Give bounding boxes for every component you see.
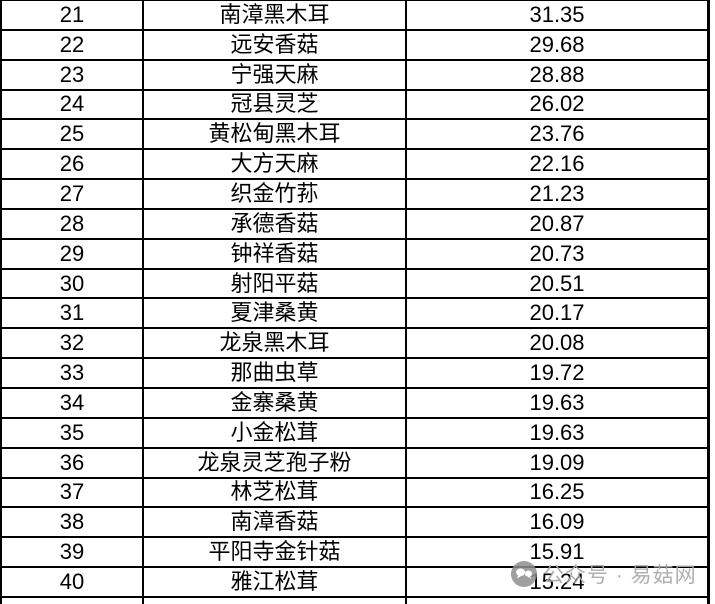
rank-cell: 36 — [2, 448, 144, 477]
table-row: 32 龙泉黑木耳 20.08 — [2, 329, 710, 360]
value-cell: 19.09 — [407, 448, 710, 477]
name-cell: 龙泉灵芝孢子粉 — [144, 448, 407, 477]
value-cell: 15.24 — [407, 568, 710, 596]
rank-cell: 34 — [2, 388, 144, 417]
name-cell: 夏津桑黄 — [144, 299, 407, 328]
ranking-table-body: 21 南漳黑木耳 31.35 22 远安香菇 29.68 23 宁强天麻 28.… — [2, 1, 710, 598]
rank-cell: 31 — [2, 299, 144, 328]
table-row: 38 南漳香菇 16.09 — [2, 508, 710, 539]
rank-cell: 30 — [2, 269, 144, 298]
name-cell: 南漳黑木耳 — [144, 1, 407, 29]
name-cell: 织金竹荪 — [144, 180, 407, 208]
rank-cell: 33 — [2, 359, 144, 387]
table-row: 36 龙泉灵芝孢子粉 19.09 — [2, 448, 710, 479]
partial-row — [2, 597, 710, 604]
rank-cell: 23 — [2, 60, 144, 89]
value-cell: 16.09 — [407, 508, 710, 537]
name-cell: 射阳平菇 — [144, 269, 407, 298]
value-cell: 15.91 — [407, 538, 710, 567]
table-row: 22 远安香菇 29.68 — [2, 30, 710, 61]
rank-cell: 37 — [2, 478, 144, 507]
table-row: 33 那曲虫草 19.72 — [2, 359, 710, 389]
partial-rank-cell — [2, 597, 144, 604]
partial-name-cell — [144, 597, 407, 604]
table-row: 34 金寨桑黄 19.63 — [2, 388, 710, 419]
table-row: 23 宁强天麻 28.88 — [2, 60, 710, 91]
rank-cell: 39 — [2, 538, 144, 567]
table-row: 25 黄松甸黑木耳 23.76 — [2, 120, 710, 151]
rank-cell: 38 — [2, 508, 144, 537]
name-cell: 承德香菇 — [144, 209, 407, 238]
value-cell: 22.16 — [407, 150, 710, 179]
rank-cell: 27 — [2, 180, 144, 208]
rank-cell: 21 — [2, 1, 144, 29]
table-row: 31 夏津桑黄 20.17 — [2, 299, 710, 330]
table-row: 21 南漳黑木耳 31.35 — [2, 1, 710, 31]
name-cell: 冠县灵芝 — [144, 90, 407, 119]
table-row: 30 射阳平菇 20.51 — [2, 269, 710, 300]
table-row: 28 承德香菇 20.87 — [2, 209, 710, 240]
value-cell: 19.63 — [407, 418, 710, 447]
name-cell: 金寨桑黄 — [144, 388, 407, 417]
rank-cell: 35 — [2, 418, 144, 447]
name-cell: 钟祥香菇 — [144, 239, 407, 268]
name-cell: 宁强天麻 — [144, 60, 407, 89]
value-cell: 23.76 — [407, 120, 710, 149]
name-cell: 雅江松茸 — [144, 568, 407, 596]
rank-cell: 32 — [2, 329, 144, 358]
table-row: 37 林芝松茸 16.25 — [2, 478, 710, 509]
table-row: 26 大方天麻 22.16 — [2, 150, 710, 181]
name-cell: 平阳寺金针菇 — [144, 538, 407, 567]
name-cell: 龙泉黑木耳 — [144, 329, 407, 358]
value-cell: 20.17 — [407, 299, 710, 328]
rank-cell: 22 — [2, 30, 144, 59]
rank-cell: 28 — [2, 209, 144, 238]
value-cell: 26.02 — [407, 90, 710, 119]
rank-cell: 26 — [2, 150, 144, 179]
value-cell: 20.51 — [407, 269, 710, 298]
table-row: 35 小金松茸 19.63 — [2, 418, 710, 449]
rank-cell: 25 — [2, 120, 144, 149]
value-cell: 16.25 — [407, 478, 710, 507]
table-row: 29 钟祥香菇 20.73 — [2, 239, 710, 270]
value-cell: 20.73 — [407, 239, 710, 268]
table-row: 40 雅江松茸 15.24 — [2, 568, 710, 598]
name-cell: 南漳香菇 — [144, 508, 407, 537]
rank-cell: 40 — [2, 568, 144, 596]
partial-value-cell — [407, 597, 710, 604]
table-row: 39 平阳寺金针菇 15.91 — [2, 538, 710, 569]
name-cell: 小金松茸 — [144, 418, 407, 447]
value-cell: 28.88 — [407, 60, 710, 89]
rank-cell: 24 — [2, 90, 144, 119]
name-cell: 那曲虫草 — [144, 359, 407, 387]
value-cell: 31.35 — [407, 1, 710, 29]
value-cell: 21.23 — [407, 180, 710, 208]
rank-cell: 29 — [2, 239, 144, 268]
name-cell: 黄松甸黑木耳 — [144, 120, 407, 149]
value-cell: 19.63 — [407, 388, 710, 417]
value-cell: 20.87 — [407, 209, 710, 238]
value-cell: 20.08 — [407, 329, 710, 358]
table-row: 24 冠县灵芝 26.02 — [2, 90, 710, 121]
name-cell: 远安香菇 — [144, 30, 407, 59]
name-cell: 林芝松茸 — [144, 478, 407, 507]
value-cell: 29.68 — [407, 30, 710, 59]
table-row: 27 织金竹荪 21.23 — [2, 180, 710, 210]
name-cell: 大方天麻 — [144, 150, 407, 179]
value-cell: 19.72 — [407, 359, 710, 387]
